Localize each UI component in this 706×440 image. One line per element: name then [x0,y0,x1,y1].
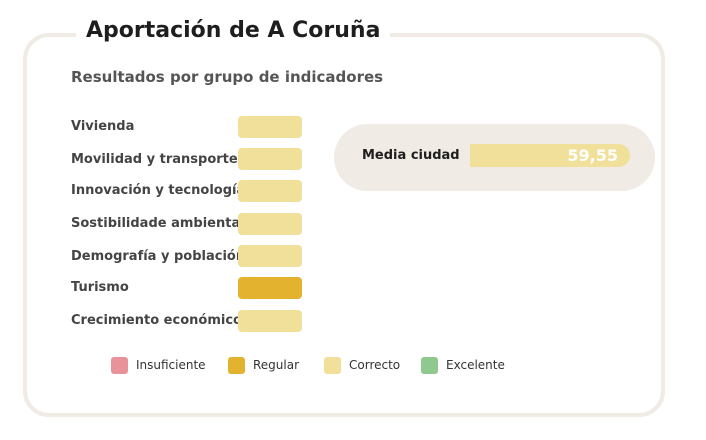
legend-swatch-insuficiente [111,356,128,374]
indicator-label-turismo: Turismo [71,280,129,295]
legend-label-correcto: Correcto [349,358,401,372]
indicator-box-vivienda[interactable] [238,116,302,138]
city-average-label: Media ciudad [362,148,460,163]
legend-item-regular: Regular [228,356,299,374]
indicator-label-movilidad: Movilidad y transporte [71,152,238,167]
indicator-label-innovacion: Innovación y tecnología [71,183,246,198]
legend-label-regular: Regular [253,358,300,372]
legend-item-excelente: Excelente [421,356,505,374]
indicator-label-demografia: Demografía y población [71,249,246,264]
indicator-box-demografia[interactable] [238,245,302,267]
indicator-box-innovacion[interactable] [238,180,302,202]
city-average-bar [470,144,630,167]
indicator-box-crecimiento[interactable] [238,310,302,332]
indicator-box-movilidad[interactable] [238,148,302,170]
page-title: Aportación de A Coruña [86,18,381,43]
title-wrap: Aportación de A Coruña [76,14,391,50]
indicator-label-sostibilidade: Sostibilidade ambiental [71,216,245,231]
legend-swatch-regular [228,356,245,374]
indicator-label-vivienda: Vivienda [71,119,135,134]
legend-item-insuficiente: Insuficiente [111,356,206,374]
legend-label-insuficiente: Insuficiente [136,358,206,372]
city-average-value: 59,55 [567,146,618,165]
indicator-label-crecimiento: Crecimiento económico [71,313,242,328]
section-subtitle: Resultados por grupo de indicadores [71,68,384,86]
legend-swatch-correcto [324,356,341,374]
indicator-box-sostibilidade[interactable] [238,213,302,235]
legend-item-correcto: Correcto [324,356,400,374]
indicator-box-turismo[interactable] [238,277,302,299]
legend-label-excelente: Excelente [446,358,505,372]
legend-swatch-excelente [421,356,438,374]
